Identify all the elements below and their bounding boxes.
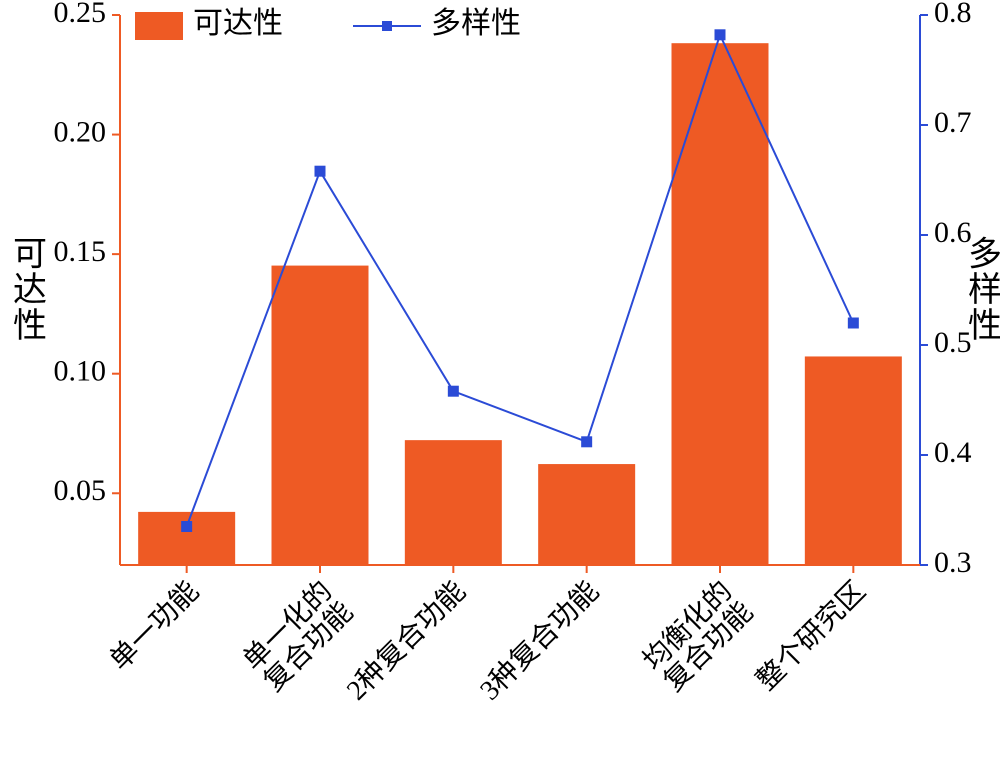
- y-right-tick-label: 0.4: [934, 436, 972, 469]
- bar: [805, 357, 901, 565]
- legend-line-marker: [382, 21, 392, 31]
- bar: [139, 512, 235, 565]
- y-right-axis-label: 多: [968, 235, 1000, 273]
- y-left-axis-label: 达: [13, 272, 47, 309]
- legend-bar-label: 可达性: [193, 7, 283, 40]
- chart-svg: 0.050.100.150.200.25可达性0.30.40.50.60.70.…: [0, 0, 1000, 773]
- y-left-tick-label: 0.10: [54, 355, 107, 388]
- line-marker: [182, 522, 192, 532]
- bar: [672, 44, 768, 565]
- y-right-axis-label: 性: [968, 307, 1000, 345]
- legend-bar-swatch: [135, 12, 183, 40]
- y-right-axis-label: 样: [968, 271, 1000, 309]
- y-left-tick-label: 0.15: [54, 235, 107, 268]
- y-right-tick-label: 0.8: [934, 0, 972, 29]
- y-left-tick-label: 0.25: [54, 0, 107, 29]
- y-right-tick-label: 0.5: [934, 326, 972, 359]
- bar: [539, 465, 635, 565]
- y-right-tick-label: 0.7: [934, 106, 972, 139]
- y-left-tick-label: 0.20: [54, 115, 107, 148]
- line-marker: [582, 437, 592, 447]
- dual-axis-chart: 0.050.100.150.200.25可达性0.30.40.50.60.70.…: [0, 0, 1000, 773]
- y-left-axis-label: 可: [13, 236, 47, 273]
- y-right-tick-label: 0.3: [934, 546, 972, 579]
- line-marker: [715, 30, 725, 40]
- line-marker: [448, 386, 458, 396]
- legend-line-label: 多样性: [431, 7, 521, 40]
- y-left-axis-label: 性: [13, 307, 47, 345]
- bar: [272, 266, 368, 565]
- y-right-tick-label: 0.6: [934, 216, 972, 249]
- bar: [405, 441, 501, 565]
- y-left-tick-label: 0.05: [54, 474, 107, 507]
- line-marker: [848, 318, 858, 328]
- line-marker: [315, 166, 325, 176]
